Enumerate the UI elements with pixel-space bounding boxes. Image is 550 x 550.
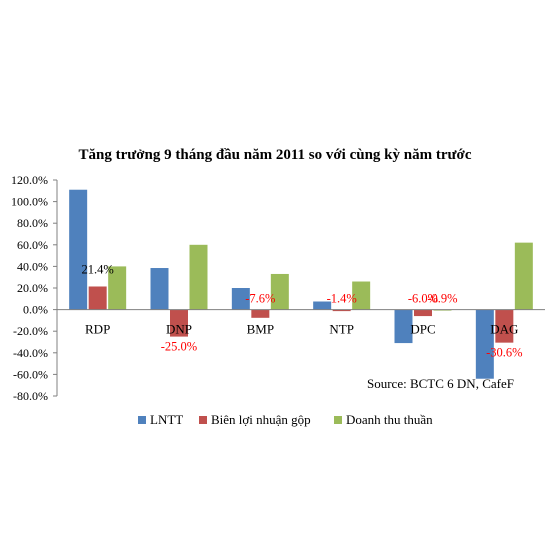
bar-lntt-dnp [150,268,169,310]
y-tick-label: 100.0% [11,195,48,209]
source-annotation: Source: BCTC 6 DN, CafeF [367,376,514,391]
data-label: -6.0% [408,292,438,306]
bar-biên-lợi-nhuận-gộp-dnp [170,309,188,337]
bar-biên-lợi-nhuận-gộp-dpc [414,309,432,317]
y-tick-label: -80.0% [13,389,48,403]
bar-biên-lợi-nhuận-gộp-dag [495,309,514,343]
y-tick-label: -20.0% [13,324,48,338]
y-axis-ticks: 120.0% 100.0% 80.0% 60.0% 40.0% 20.0% 0.0% -20.… [11,173,57,403]
bar-doanh-thu-thuần-dnp [189,244,208,310]
legend-label: Biên lợi nhuận gộp [211,412,311,427]
bar-lntt-dag [475,309,494,379]
data-label: 21.4% [82,262,114,276]
y-tick-label: 40.0% [17,259,48,273]
chart-title: Tăng trưởng 9 tháng đầu năm 2011 so với … [79,147,472,163]
bar-doanh-thu-thuần-bmp [270,273,289,310]
bar-doanh-thu-thuần-dag [514,242,533,310]
data-labels: 21.4% -25.0% -7.6% -1.4% -6.0%-0.9% -30.6% [82,262,523,359]
bar-biên-lợi-nhuận-gộp-bmp [251,309,270,318]
y-tick-label: -60.0% [13,367,48,381]
legend-swatch [199,416,207,424]
bars-group [69,189,533,379]
bar-lntt-dpc [394,309,413,344]
category-labels: RDP DNP BMP NTP DPC DAG [85,322,518,337]
y-tick-label: 60.0% [17,238,48,252]
data-label: -1.4% [327,292,357,306]
bar-lntt-rdp [69,189,88,310]
bar-lntt-bmp [231,288,250,310]
bar-biên-lợi-nhuận-gộp-ntp [332,309,351,312]
legend-label: LNTT [150,412,183,427]
category-label-ntp: NTP [329,322,354,337]
data-label: -7.6% [245,292,275,306]
category-label-dpc: DPC [410,322,435,337]
category-label-bmp: BMP [247,322,274,337]
category-label-dnp: DNP [166,322,192,337]
bar-lntt-ntp [313,301,332,310]
data-label: -25.0% [161,340,197,354]
legend-swatch [138,416,146,424]
y-tick-label: 20.0% [17,281,48,295]
data-label: -0.9% [427,292,457,306]
legend: LNTT Biên lợi nhuận gộp Doanh thu thuần [138,412,433,427]
y-tick-label: 120.0% [11,173,48,187]
bar-doanh-thu-thuần-ntp [352,281,371,310]
y-tick-label: 80.0% [17,216,48,230]
bar-biên-lợi-nhuận-gộp-rdp [88,286,107,310]
legend-label: Doanh thu thuần [346,412,433,427]
y-tick-label: 0.0% [23,303,48,317]
y-tick-label: -40.0% [13,346,48,360]
bar-doanh-thu-thuần-rdp [108,266,127,310]
data-label: -30.6% [486,346,522,360]
category-label-dag: DAG [490,322,518,337]
legend-swatch [334,416,342,424]
category-label-rdp: RDP [85,322,110,337]
